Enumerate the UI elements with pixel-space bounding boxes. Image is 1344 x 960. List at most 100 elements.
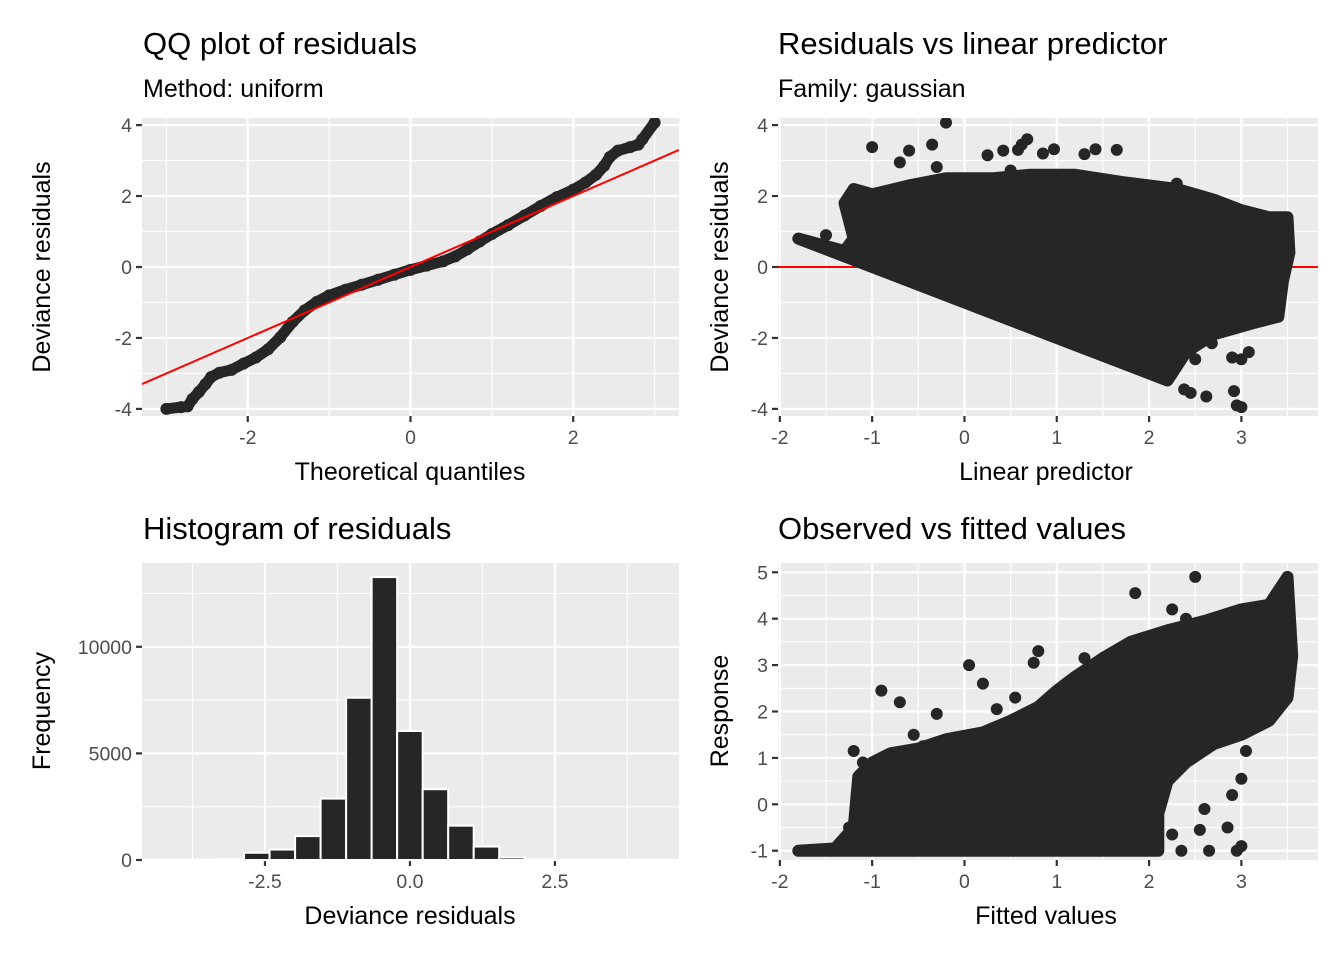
qq-x-axis-title: Theoretical quantiles [295,458,526,486]
ovf-outlier-point [1235,772,1248,785]
histogram-bar [370,576,399,860]
rvl-outlier-point [1200,390,1213,403]
ovf-y-tick-label: 0 [757,794,768,816]
ovf-outlier-point [1050,691,1063,704]
qq-point [225,363,238,376]
qq-point [603,151,616,164]
qq-point [160,402,173,415]
ovf-y-tick-label: 2 [757,702,768,724]
rvl-outlier-point [1235,401,1248,414]
ovf-outlier-point [1027,656,1040,669]
rvl-x-tick-label: -1 [863,427,880,449]
rvl-outlier-point [1000,175,1012,188]
rvl-outlier-point [1021,133,1034,146]
ovf-outlier-point [1203,844,1216,857]
rvl-outlier-point [940,118,952,129]
histogram-bar [498,856,526,860]
ovf-outlier-point [1221,821,1234,834]
qq-point [550,191,563,204]
qq-reference-line [142,149,679,385]
qq-point [579,176,592,189]
qq-y-tick-label: -2 [115,328,132,350]
ovf-outlier-point [990,703,1003,716]
hist-plot-layer [142,576,679,860]
rvl-outlier-point [1036,147,1049,160]
rvl-y-tick-label: -2 [751,328,768,350]
histogram-bar [217,857,246,860]
rvl-outlier-point [997,144,1010,157]
ovf-outlier-point [1226,789,1239,802]
histogram-bar [447,824,475,860]
ovf-outlier-point [907,728,920,741]
panel-qq-plot: QQ plot of residuals Method: uniform The… [28,26,679,486]
rvl-outlier-point [866,141,879,154]
ovf-x-tick-label: -1 [863,871,880,893]
ovf-outlier-point [1189,570,1202,583]
rvl-outlier-point [926,138,939,151]
ovf-x-tick-label: 1 [1051,871,1062,893]
hist-x-tick-label: 0.0 [396,871,423,893]
histogram-bar [294,835,322,860]
histogram-bar [421,788,450,860]
ovf-y-tick-label: 5 [757,562,768,584]
rvl-outlier-point [1175,351,1188,364]
qq-point [611,144,624,157]
rvl-outlier-point [981,149,994,162]
ovf-x-axis-title: Fitted values [975,902,1117,930]
rvl-plot-layer [778,118,1318,414]
rvl-x-tick-label: 1 [1051,427,1062,449]
rvl-outlier-point [1226,351,1239,364]
rvl-dense-point-cloud [792,168,1296,387]
rvl-y-tick-label: 2 [757,186,768,208]
rvl-outlier-point [820,229,832,242]
hist-y-tick-label: 5000 [89,743,133,765]
ovf-outlier-point [856,756,869,769]
qq-point [437,255,450,268]
ovf-outlier-point [1166,603,1179,616]
rvl-outlier-point [1089,143,1102,156]
ovf-x-tick-label: -2 [771,871,788,893]
ovf-y-tick-label: 1 [757,748,768,770]
hist-title: Histogram of residuals [143,511,451,546]
rvl-outlier-point [1110,143,1123,156]
rvl-outlier-point [1170,177,1183,190]
qq-point [636,133,649,146]
hist-x-axis-title: Deviance residuals [304,902,515,930]
histogram-bar [243,851,271,860]
qq-y-tick-label: 2 [121,186,132,208]
rvl-x-tick-label: -2 [771,427,788,449]
qq-plot-layer [142,118,679,415]
rvl-outlier-point [1228,385,1240,398]
rvl-outlier-point [1205,337,1218,350]
hist-x-tick-label: -2.5 [248,871,282,893]
qq-point [404,263,417,276]
qq-point [213,366,226,379]
qq-point [237,357,250,370]
rvl-outlier-point [893,156,906,169]
qq-y-axis-title: Deviance residuals [28,161,56,372]
rvl-outlier-point [1184,344,1197,357]
qq-point [567,183,580,196]
histogram-bar [268,848,297,860]
ovf-outlier-point [1087,691,1100,704]
panel-observed-vs-fitted: Observed vs fitted values Fitted values … [706,511,1318,930]
ovf-plot-layer [792,570,1299,857]
rvl-y-tick-label: -4 [751,399,768,421]
ovf-outlier-point [1198,802,1211,815]
ovf-outlier-point [893,696,906,709]
ovf-outlier-point [1235,840,1248,853]
qq-title: QQ plot of residuals [143,26,417,61]
qq-point [323,289,336,302]
ovf-outlier-point [875,684,888,697]
rvl-outlier-point [903,144,916,157]
rvl-y-tick-label: 0 [757,257,768,279]
qq-point [449,250,462,263]
hist-x-tick-label: 2.5 [541,871,568,893]
qq-point [598,159,611,172]
hist-y-tick-label: 0 [121,850,132,872]
qq-y-tick-label: 4 [121,115,132,137]
qq-y-tick-label: -4 [115,399,132,421]
ovf-outlier-point [1240,744,1252,757]
rvl-x-axis-title: Linear predictor [959,458,1133,486]
